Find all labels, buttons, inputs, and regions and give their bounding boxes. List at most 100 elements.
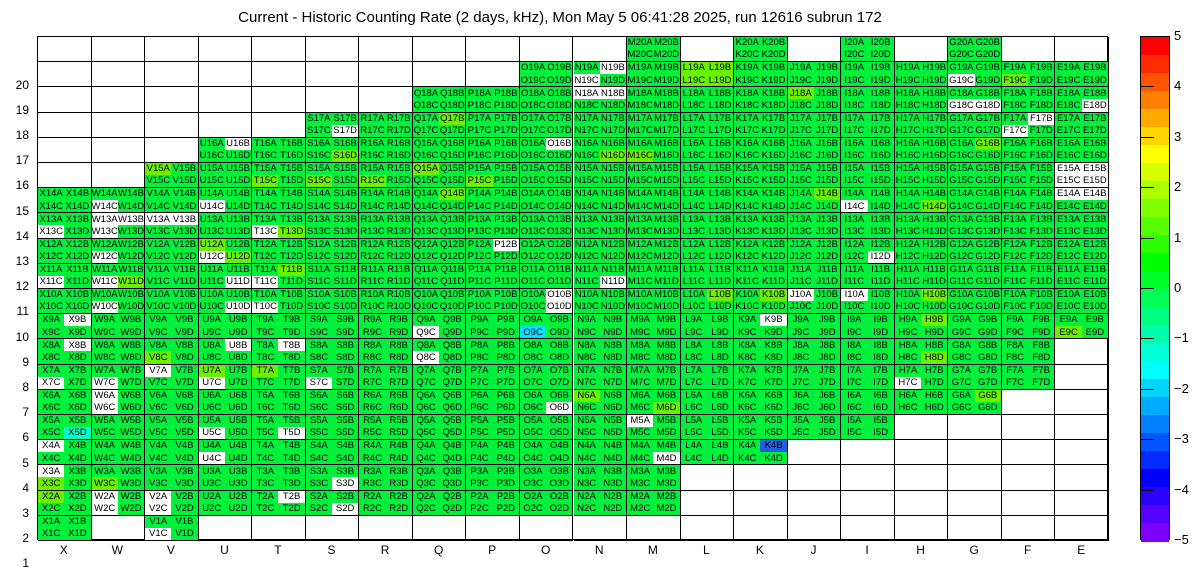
detector-channel-I6B[interactable]: I6B [867, 389, 894, 402]
detector-channel-L6A[interactable]: L6A [680, 389, 707, 402]
detector-cell-E14[interactable]: E14A E14B E14C E14D [1055, 188, 1109, 214]
detector-channel-F18B[interactable]: F18B [1028, 87, 1055, 100]
detector-channel-H14A[interactable]: H14A [894, 188, 922, 201]
detector-channel-M18B[interactable]: M18B [653, 87, 680, 100]
detector-cell-K16[interactable]: K16A K16B K16C K16D [734, 137, 788, 163]
detector-channel-R13A[interactable]: R13A [359, 213, 386, 226]
detector-channel-O3C[interactable]: O3C [519, 477, 547, 490]
detector-channel-G14A[interactable]: G14A [948, 188, 975, 201]
detector-cell-R1[interactable] [359, 515, 413, 541]
detector-channel-H6A[interactable]: H6A [894, 389, 922, 402]
detector-channel-W4B[interactable]: W4B [117, 440, 145, 453]
detector-cell-Q6[interactable]: Q6A Q6B Q6C Q6D [412, 389, 467, 415]
detector-cell-F18[interactable]: F18A F18B F18C F18D [1001, 87, 1056, 113]
detector-channel-F15A[interactable]: F15A [1001, 163, 1029, 176]
detector-channel-Q14D[interactable]: Q14D [439, 200, 466, 213]
detector-channel-X4A[interactable]: X4A [38, 440, 65, 453]
detector-channel-W7D[interactable]: W7D [117, 376, 145, 389]
detector-channel-K13C[interactable]: K13C [734, 225, 761, 238]
detector-channel-J9D[interactable]: J9D [813, 326, 841, 339]
detector-cell-G16[interactable]: G16A G16B G16C G16D [948, 137, 1002, 163]
detector-channel-Q8C[interactable]: Q8C [412, 351, 440, 364]
detector-channel-G6C[interactable]: G6C [948, 401, 975, 414]
detector-channel-N4C[interactable]: N4C [573, 452, 600, 465]
detector-channel-M7C[interactable]: M7C [627, 376, 654, 389]
detector-channel-Q14C[interactable]: Q14C [412, 200, 440, 213]
detector-cell-L5[interactable]: L5A L5B L5C L5D [680, 415, 735, 441]
detector-channel-X1C[interactable]: X1C [38, 527, 65, 540]
detector-cell-S11[interactable]: S11A S11B S11C S11D [305, 263, 360, 289]
detector-channel-E14C[interactable]: E14C [1055, 200, 1082, 213]
detector-channel-T15A[interactable]: T15A [252, 163, 279, 176]
detector-cell-V1[interactable]: V1A V1B V1C V1D [145, 515, 199, 541]
detector-channel-Q14A[interactable]: Q14A [412, 188, 440, 201]
detector-channel-V11A[interactable]: V11A [145, 263, 172, 276]
detector-channel-O3A[interactable]: O3A [519, 465, 547, 478]
detector-channel-Q15C[interactable]: Q15C [412, 175, 440, 188]
detector-cell-T3[interactable]: T3A T3B T3C T3D [252, 465, 306, 491]
detector-channel-S8C[interactable]: S8C [305, 351, 333, 364]
detector-channel-G20D[interactable]: G20D [974, 49, 1001, 62]
detector-channel-E11A[interactable]: E11A [1055, 263, 1082, 276]
detector-channel-G9A[interactable]: G9A [948, 314, 975, 327]
detector-cell-K19[interactable]: K19A K19B K19C K19D [734, 62, 788, 88]
detector-channel-H7B[interactable]: H7B [921, 364, 948, 377]
detector-channel-W11A[interactable]: W11A [91, 263, 118, 276]
detector-channel-H16A[interactable]: H16A [894, 137, 922, 150]
detector-channel-T11B[interactable]: T11B [278, 263, 305, 276]
detector-channel-I13B[interactable]: I13B [867, 213, 894, 226]
detector-channel-H17A[interactable]: H17A [894, 112, 922, 125]
detector-channel-O12B[interactable]: O12B [546, 238, 573, 251]
detector-channel-N2B[interactable]: N2B [599, 490, 627, 503]
detector-channel-J18B[interactable]: J18B [813, 87, 841, 100]
detector-cell-O17[interactable]: O17A O17B O17C O17D [519, 112, 574, 138]
detector-channel-Q9C[interactable]: Q9C [412, 326, 440, 339]
detector-cell-X20[interactable] [38, 37, 92, 63]
detector-channel-R5A[interactable]: R5A [359, 415, 386, 428]
detector-channel-J17C[interactable]: J17C [787, 124, 814, 137]
detector-channel-O8A[interactable]: O8A [519, 339, 547, 352]
detector-channel-U15C[interactable]: U15C [198, 175, 225, 188]
detector-channel-M13D[interactable]: M13D [653, 225, 680, 238]
detector-channel-O10C[interactable]: O10C [519, 301, 547, 314]
detector-channel-G7D[interactable]: G7D [974, 376, 1001, 389]
detector-channel-I9D[interactable]: I9D [867, 326, 894, 339]
detector-cell-P10[interactable]: P10A P10B P10C P10D [466, 289, 520, 315]
detector-cell-K8[interactable]: K8A K8B K8C K8D [734, 339, 788, 365]
detector-cell-M5[interactable]: M5A M5B M5C M5D [627, 415, 681, 441]
detector-cell-O2[interactable]: O2A O2B O2C O2D [519, 490, 574, 516]
detector-channel-H13A[interactable]: H13A [894, 213, 922, 226]
detector-channel-R4A[interactable]: R4A [359, 440, 386, 453]
detector-channel-U4A[interactable]: U4A [198, 440, 225, 453]
detector-channel-M11A[interactable]: M11A [627, 263, 654, 276]
detector-channel-P15C[interactable]: P15C [466, 175, 493, 188]
detector-cell-W18[interactable] [91, 87, 146, 113]
detector-channel-J10D[interactable]: J10D [813, 301, 841, 314]
detector-channel-L18C[interactable]: L18C [680, 99, 707, 112]
detector-cell-W6[interactable]: W6A W6B W6C W6D [91, 389, 146, 415]
detector-channel-K7D[interactable]: K7D [760, 376, 787, 389]
detector-cell-P1[interactable] [466, 515, 520, 541]
detector-channel-W5D[interactable]: W5D [117, 427, 145, 440]
detector-channel-U6D[interactable]: U6D [224, 401, 252, 414]
detector-channel-P15B[interactable]: P15B [492, 163, 519, 176]
detector-channel-F13B[interactable]: F13B [1028, 213, 1055, 226]
detector-channel-I12A[interactable]: I12A [841, 238, 868, 251]
detector-cell-K5[interactable]: K5A K5B K5C K5D [734, 415, 788, 441]
detector-channel-S16A[interactable]: S16A [305, 137, 333, 150]
detector-cell-M1[interactable] [627, 515, 681, 541]
detector-channel-G20A[interactable]: G20A [948, 37, 975, 50]
detector-cell-U15[interactable]: U15A U15B U15C U15D [198, 163, 253, 189]
detector-channel-T6B[interactable]: T6B [278, 389, 305, 402]
detector-channel-W6C[interactable]: W6C [91, 401, 118, 414]
detector-channel-R11C[interactable]: R11C [359, 275, 386, 288]
detector-channel-G13A[interactable]: G13A [948, 213, 975, 226]
detector-channel-I6D[interactable]: I6D [867, 401, 894, 414]
detector-channel-X11B[interactable]: X11B [64, 263, 91, 276]
detector-cell-E9[interactable]: E9A E9B E9C E9D [1055, 314, 1109, 340]
detector-channel-K11D[interactable]: K11D [760, 275, 787, 288]
detector-channel-M16C[interactable]: M16C [627, 149, 654, 162]
detector-channel-U7D[interactable]: U7D [224, 376, 252, 389]
detector-cell-V5[interactable]: V5A V5B V5C V5D [145, 415, 199, 441]
detector-channel-Q13B[interactable]: Q13B [439, 213, 466, 226]
